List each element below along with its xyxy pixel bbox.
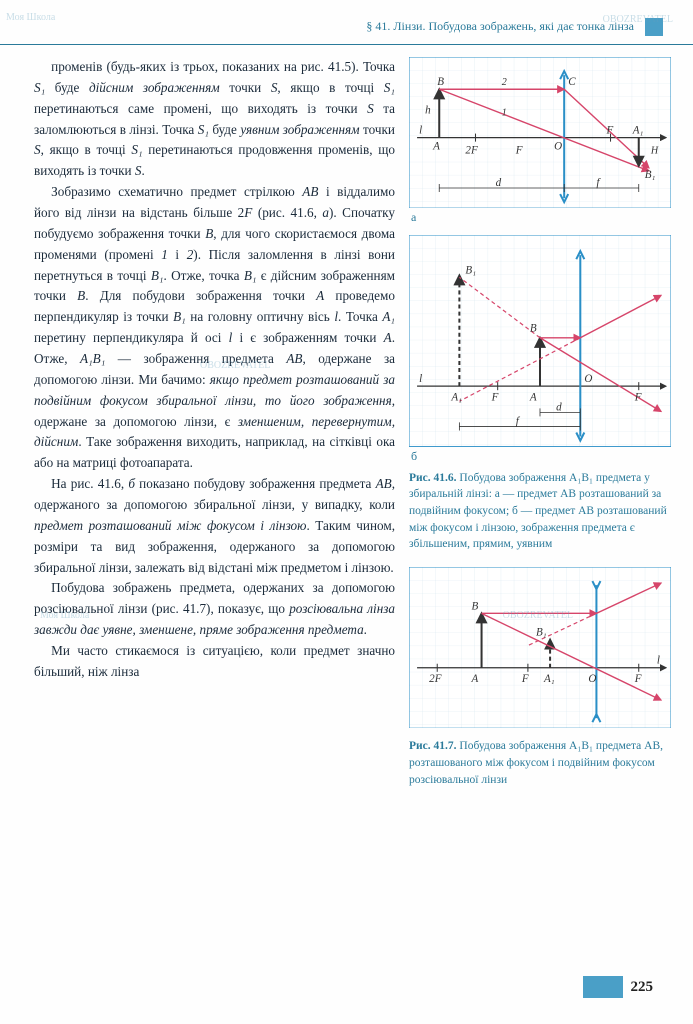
svg-text:A₁: A₁ bbox=[450, 391, 462, 403]
figure-column: B C A O F A₁ B₁ l h 2F F d f 1 2 H а bbox=[409, 57, 671, 802]
svg-text:d: d bbox=[496, 177, 502, 189]
diagram-41-6-a: B C A O F A₁ B₁ l h 2F F d f 1 2 H bbox=[409, 57, 671, 208]
paragraph-4: Побудова зображень предмета, одержаних з… bbox=[34, 578, 395, 641]
paragraph-1: променів (будь-яких із трьох, показаних … bbox=[34, 57, 395, 182]
page-header: § 41. Лінзи. Побудова зображень, які дає… bbox=[0, 0, 693, 45]
svg-text:A: A bbox=[529, 391, 537, 403]
svg-text:B: B bbox=[437, 76, 444, 88]
svg-text:F: F bbox=[634, 391, 642, 403]
text-column: променів (будь-яких із трьох, показаних … bbox=[34, 57, 395, 802]
svg-text:B: B bbox=[530, 323, 537, 335]
svg-text:l: l bbox=[419, 125, 422, 137]
label-a: а bbox=[411, 210, 671, 225]
svg-text:O: O bbox=[554, 141, 562, 153]
page-number: 225 bbox=[631, 979, 654, 996]
svg-text:F: F bbox=[606, 125, 614, 137]
header-title: § 41. Лінзи. Побудова зображень, які дає… bbox=[366, 19, 634, 33]
paragraph-3: На рис. 41.6, б показано побудову зображ… bbox=[34, 474, 395, 578]
diagram-41-7: B B₁ A A₁ F F O 2F l bbox=[409, 567, 671, 728]
header-badge bbox=[645, 18, 663, 36]
svg-text:F: F bbox=[515, 145, 523, 157]
svg-text:B₁: B₁ bbox=[465, 264, 476, 276]
content-area: променів (будь-яких із трьох, показаних … bbox=[0, 57, 693, 802]
caption-41-7: Рис. 41.7. Побудова зображення А₁В₁ пред… bbox=[409, 738, 671, 788]
paragraph-2: Зобразимо схематично предмет стрілкою АВ… bbox=[34, 182, 395, 474]
svg-text:O: O bbox=[584, 373, 592, 385]
label-b: б bbox=[411, 449, 671, 464]
svg-text:F: F bbox=[491, 391, 499, 403]
svg-text:F: F bbox=[634, 673, 642, 685]
svg-text:A₁: A₁ bbox=[632, 125, 644, 137]
svg-text:B₁: B₁ bbox=[645, 169, 656, 181]
svg-text:d: d bbox=[556, 401, 562, 413]
svg-text:B: B bbox=[471, 600, 478, 612]
diagram-41-6-b: B₁ B A A₁ F F O l d f bbox=[409, 235, 671, 447]
svg-text:C: C bbox=[568, 76, 576, 88]
svg-text:2F: 2F bbox=[465, 145, 478, 157]
svg-text:2F: 2F bbox=[429, 673, 442, 685]
svg-text:A₁: A₁ bbox=[543, 673, 555, 685]
paragraph-5: Ми часто стикаємося із ситуацією, коли п… bbox=[34, 641, 395, 683]
svg-text:O: O bbox=[588, 673, 596, 685]
svg-text:F: F bbox=[521, 673, 529, 685]
svg-text:h: h bbox=[425, 104, 431, 116]
svg-text:A: A bbox=[470, 673, 478, 685]
svg-text:l: l bbox=[419, 373, 422, 385]
svg-text:H: H bbox=[650, 146, 659, 157]
svg-text:1: 1 bbox=[502, 107, 507, 118]
svg-text:A: A bbox=[432, 141, 440, 153]
svg-text:B₁: B₁ bbox=[536, 627, 547, 639]
svg-text:l: l bbox=[657, 655, 660, 667]
caption-41-6: Рис. 41.6. Побудова зображення А₁В₁ пред… bbox=[409, 470, 671, 553]
svg-text:2: 2 bbox=[502, 77, 507, 88]
